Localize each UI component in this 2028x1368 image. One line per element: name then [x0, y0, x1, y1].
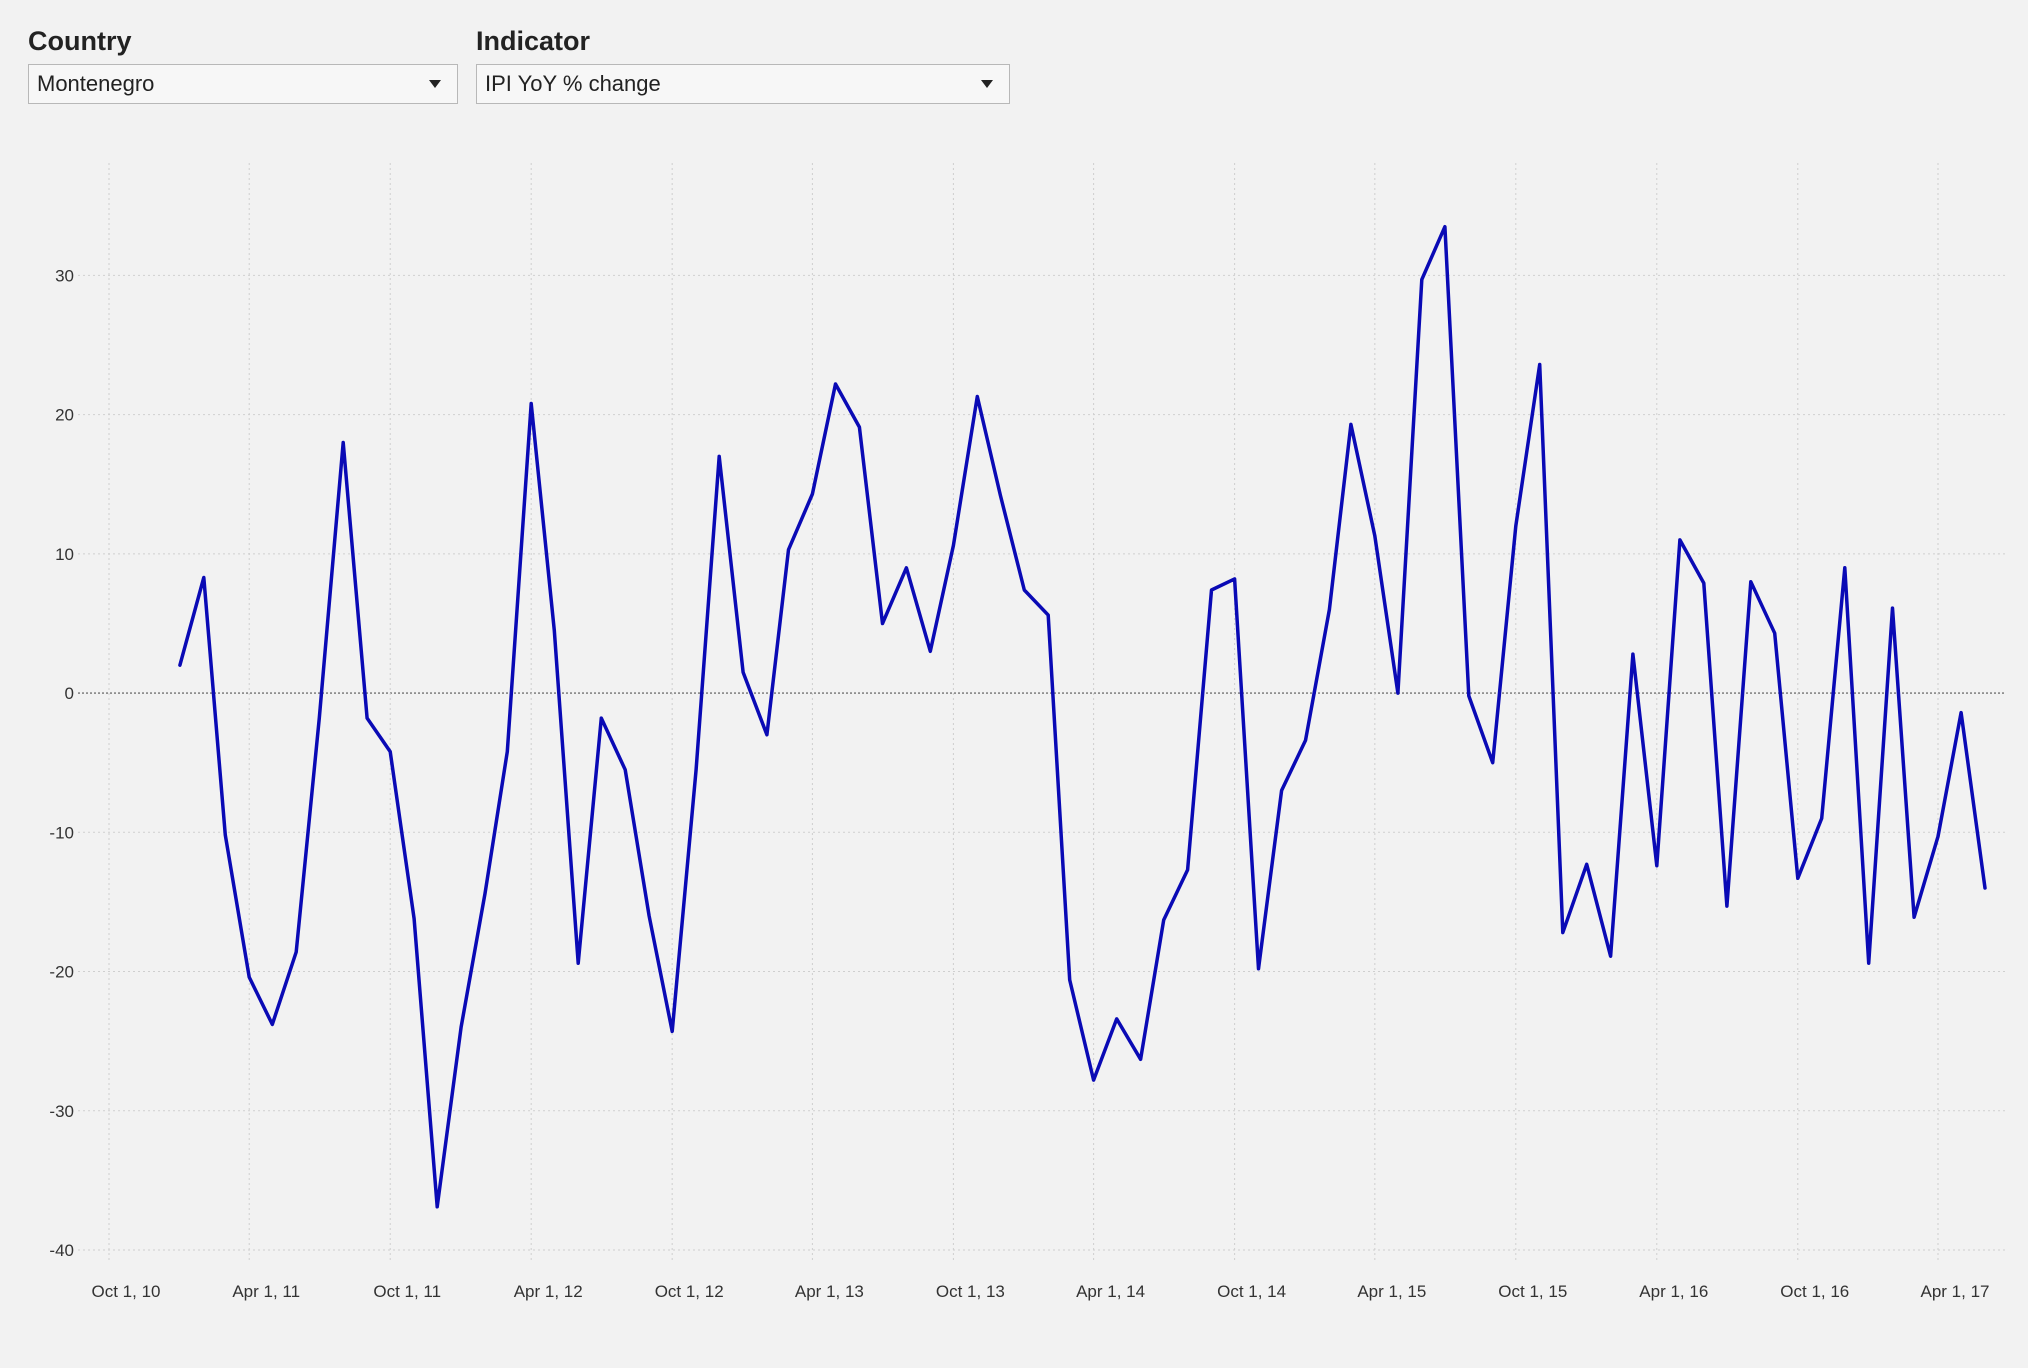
y-tick-label: -30 — [49, 1102, 74, 1121]
x-tick-label: Apr 1, 14 — [1076, 1282, 1145, 1301]
x-tick-label: Oct 1, 11 — [373, 1282, 441, 1301]
country-control: Country Montenegro — [28, 24, 458, 104]
grid-layer — [78, 163, 2005, 1260]
indicator-control: Indicator IPI YoY % change — [476, 24, 1010, 104]
country-select[interactable]: Montenegro — [28, 64, 458, 104]
indicator-selected-value: IPI YoY % change — [485, 71, 661, 96]
country-label: Country — [28, 26, 132, 56]
y-tick-label: 0 — [65, 684, 74, 703]
indicator-label: Indicator — [476, 26, 591, 56]
chevron-down-icon — [981, 80, 993, 88]
y-tick-label: 30 — [55, 266, 74, 285]
y-tick-label: 20 — [55, 406, 74, 425]
indicator-select[interactable]: IPI YoY % change — [476, 64, 1010, 104]
x-tick-label: Oct 1, 15 — [1498, 1282, 1567, 1301]
series-line — [178, 224, 1987, 1209]
y-tick-label: -10 — [49, 823, 74, 842]
series-layer — [178, 224, 1987, 1209]
x-tick-label: Apr 1, 15 — [1357, 1282, 1426, 1301]
y-tick-label: 10 — [55, 545, 74, 564]
x-tick-label: Oct 1, 16 — [1780, 1282, 1849, 1301]
country-selected-value: Montenegro — [37, 71, 155, 96]
y-tick-label: -40 — [49, 1241, 74, 1260]
x-tick-label: Apr 1, 12 — [514, 1282, 583, 1301]
y-tick-label: -20 — [49, 963, 74, 982]
x-tick-label: Oct 1, 12 — [655, 1282, 724, 1301]
axis-layer: 30 20 10 0 -10 -20 -30 -40 Oct 1, 10 Apr 1, 11 Oct… — [49, 266, 1989, 1301]
x-tick-label: Oct 1, 14 — [1217, 1282, 1286, 1301]
x-tick-label: Apr 1, 17 — [1921, 1282, 1990, 1301]
x-tick-label: Apr 1, 13 — [795, 1282, 864, 1301]
x-tick-label: Oct 1, 10 — [92, 1282, 161, 1301]
x-tick-label: Apr 1, 11 — [232, 1282, 300, 1301]
chevron-down-icon — [429, 80, 441, 88]
x-tick-label: Oct 1, 13 — [936, 1282, 1005, 1301]
x-tick-label: Apr 1, 16 — [1639, 1282, 1708, 1301]
